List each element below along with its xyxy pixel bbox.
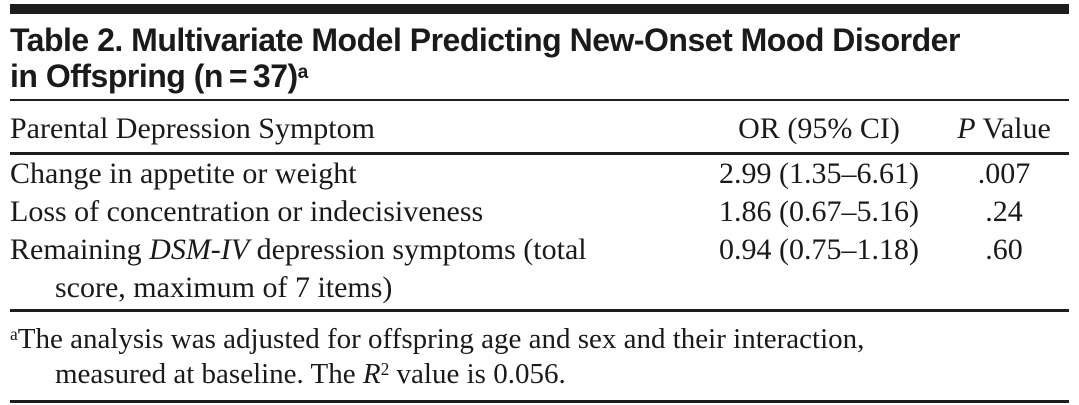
table-row-appetite: Change in appetite or weight 2.99 (1.35–… (10, 155, 1069, 193)
cell-symptom: Change in appetite or weight (10, 157, 357, 190)
title-footnote-marker: a (297, 62, 309, 84)
p-value-rest: Value (975, 112, 1051, 145)
header-divider-rule (10, 152, 1069, 155)
footnote-line-1: aThe analysis was adjusted for offspring… (10, 322, 1069, 357)
label-prefix: Remaining (10, 233, 150, 266)
table-title-line-1: Table 2. Multivariate Model Predicting N… (10, 22, 960, 58)
cell-symptom-line-2: score, maximum of 7 items) (55, 271, 393, 304)
cell-or-ci: 1.86 (0.67–5.16) (719, 195, 919, 228)
table-title: Table 2. Multivariate Model Predicting N… (10, 22, 1069, 94)
column-header-symptom: Parental Depression Symptom (10, 112, 375, 145)
footnote-line-1-text: The analysis was adjusted for offspring … (17, 323, 865, 355)
footnote-line-2: measured at baseline. The R2 value is 0.… (10, 357, 1069, 392)
cell-or-ci: 2.99 (1.35–6.61) (719, 157, 919, 190)
r-italic: R (362, 358, 381, 390)
cell-symptom-line-1: Remaining DSM-IV depression symptoms (to… (10, 231, 699, 269)
body-divider-rule (10, 309, 1069, 312)
bottom-border-rule (10, 400, 1069, 403)
cell-symptom: Remaining DSM-IV depression symptoms (to… (10, 231, 699, 307)
cell-p-value: .007 (977, 157, 1031, 190)
p-value-italic-p: P (957, 112, 976, 145)
cell-symptom: Loss of concentration or indecisiveness (10, 195, 484, 228)
r-squared-superscript: 2 (380, 359, 390, 380)
footnote-marker: a (10, 324, 18, 345)
footnote-line-2-text: measured at baseline. The (55, 358, 363, 390)
table-row-remaining-symptoms: Remaining DSM-IV depression symptoms (to… (10, 231, 1069, 307)
table-top-border-bar (10, 4, 1069, 14)
table-title-line-2-text: in Offspring (n = 37) (10, 58, 298, 94)
cell-or-ci: 0.94 (0.75–1.18) (719, 233, 919, 266)
table-title-line-2: in Offspring (n = 37)a (10, 58, 1069, 94)
footnote-line-2-suffix: value is 0.056. (389, 358, 566, 390)
label-suffix: depression symptoms (total (249, 233, 587, 266)
table-row-concentration: Loss of concentration or indecisiveness … (10, 193, 1069, 231)
cell-p-value: .24 (985, 195, 1023, 228)
table-body: Change in appetite or weight 2.99 (1.35–… (10, 155, 1069, 309)
column-header-p-value: P Value (939, 112, 1069, 146)
table-footnote: aThe analysis was adjusted for offspring… (10, 312, 1069, 400)
cell-p-value: .60 (985, 233, 1023, 266)
column-header-or-ci: OR (95% CI) (738, 112, 900, 145)
dsm-iv-italic: DSM-IV (149, 233, 250, 266)
title-divider-rule (10, 99, 1069, 101)
table-header-row: Parental Depression Symptom OR (95% CI) … (10, 101, 1069, 152)
